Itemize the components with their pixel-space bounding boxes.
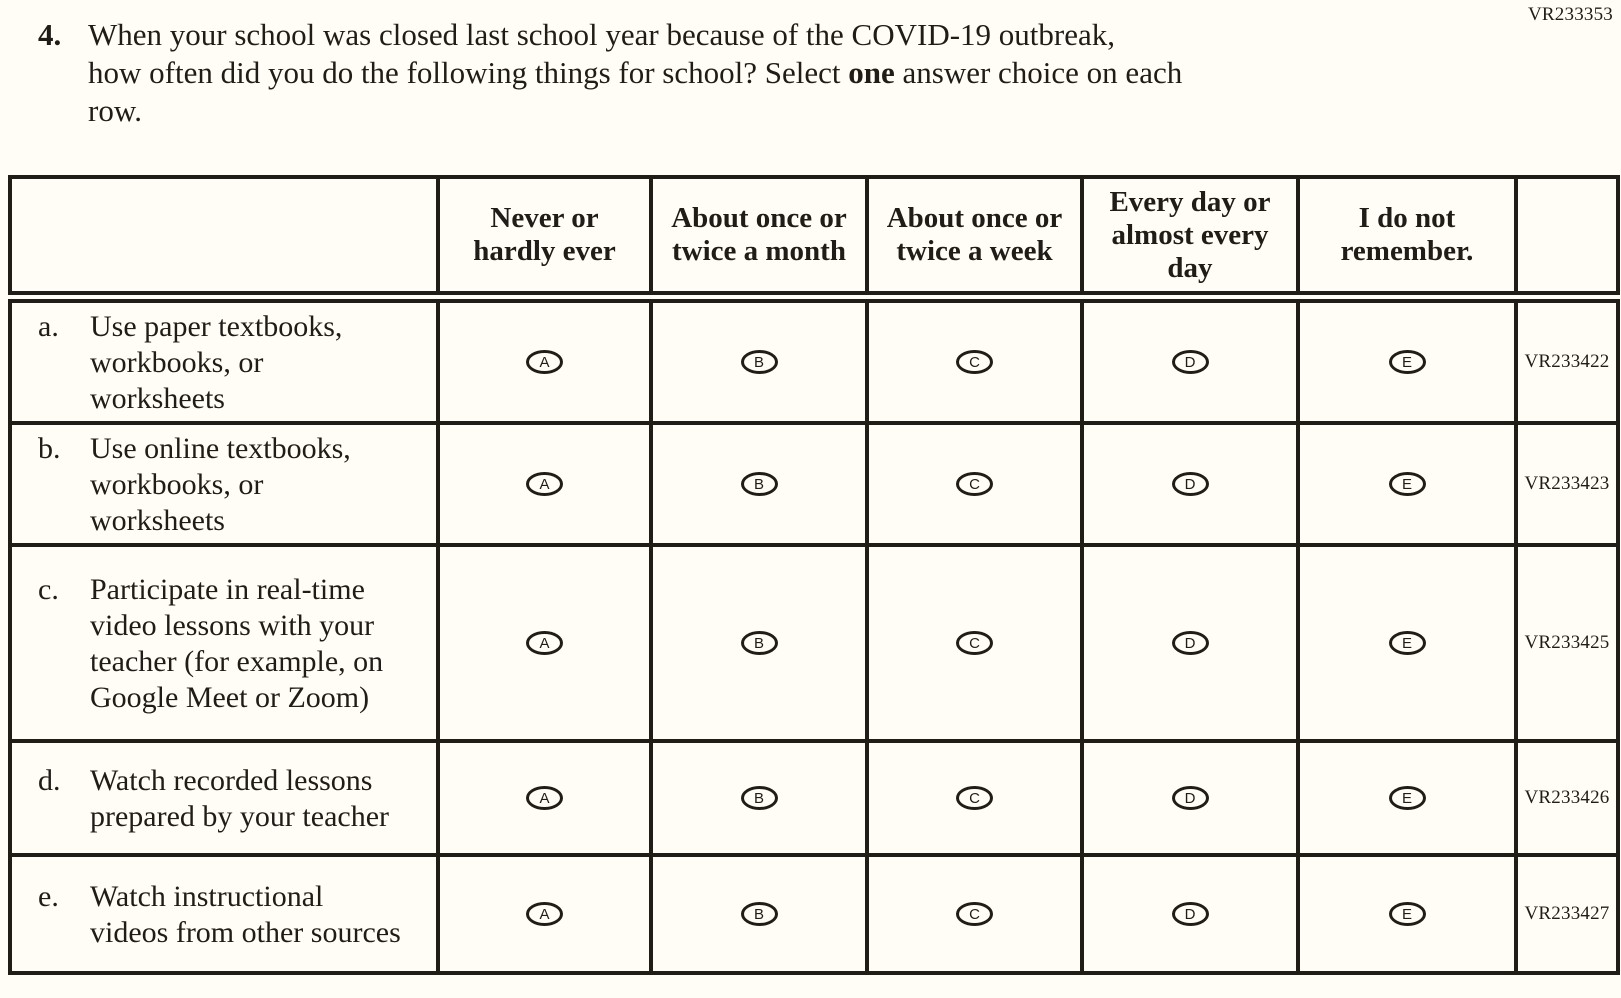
- header-row: Never or hardly ever About once or twice…: [8, 175, 1620, 303]
- choice-cell: D: [1080, 295, 1300, 425]
- row-letter: d.: [38, 764, 61, 797]
- bubble-a-B[interactable]: B: [740, 350, 778, 374]
- row-text: Watch recorded lessons prepared by your …: [90, 764, 390, 833]
- column-header-label: Every day or almost every day: [1109, 185, 1271, 284]
- table-row-e: e. Watch instructional videos from other…: [8, 853, 1620, 975]
- choice-cell: B: [649, 739, 869, 857]
- code-column-header: [1514, 175, 1620, 303]
- bubble-c-B[interactable]: B: [740, 631, 778, 655]
- table-row-c: c. Participate in real-time video lesson…: [8, 543, 1620, 743]
- column-header-label: About once or twice a week: [886, 202, 1063, 267]
- choice-cell: E: [1296, 543, 1518, 743]
- question-line1: When your school was closed last school …: [88, 17, 1115, 52]
- choice-cell: D: [1080, 739, 1300, 857]
- item-cell-a: a. Use paper textbooks, workbooks, or wo…: [8, 295, 440, 425]
- table-row-a: a. Use paper textbooks, workbooks, or wo…: [8, 295, 1620, 425]
- item-code: VR233427: [1514, 853, 1620, 975]
- bubble-b-B[interactable]: B: [740, 472, 778, 496]
- bubble-d-A[interactable]: A: [526, 786, 563, 810]
- bubble-c-E[interactable]: E: [1388, 631, 1426, 655]
- choice-cell: B: [649, 543, 869, 743]
- bubble-e-B[interactable]: B: [740, 902, 778, 926]
- row-text: Watch instructional videos from other so…: [90, 880, 401, 949]
- choice-cell: A: [436, 543, 653, 743]
- choice-cell: C: [865, 543, 1084, 743]
- item-column-header: [8, 175, 440, 303]
- choice-cell: B: [649, 853, 869, 975]
- table-row-b: b. Use online textbooks, workbooks, or w…: [8, 421, 1620, 547]
- bubble-e-D[interactable]: D: [1171, 902, 1209, 926]
- bubble-b-C[interactable]: C: [956, 472, 993, 496]
- bubble-a-C[interactable]: C: [956, 350, 993, 374]
- form-code: VR233353: [1528, 4, 1613, 25]
- bubble-e-C[interactable]: C: [956, 902, 993, 926]
- question-block: 4. When your school was closed last scho…: [38, 16, 1458, 130]
- column-header-label: Never or hardly ever: [473, 202, 616, 267]
- choice-cell: E: [1296, 739, 1518, 857]
- bubble-a-E[interactable]: E: [1388, 350, 1426, 374]
- item-cell-c: c. Participate in real-time video lesson…: [8, 543, 440, 743]
- item-code: VR233422: [1514, 295, 1620, 425]
- choice-cell: C: [865, 739, 1084, 857]
- bubble-d-B[interactable]: B: [740, 786, 778, 810]
- column-header-label: I do not remember.: [1340, 202, 1474, 267]
- question-number: 4.: [38, 17, 62, 52]
- bubble-d-E[interactable]: E: [1388, 786, 1426, 810]
- response-grid: Never or hardly ever About once or twice…: [8, 175, 1620, 975]
- choice-cell: B: [649, 421, 869, 547]
- choice-cell: E: [1296, 295, 1518, 425]
- item-code: VR233426: [1514, 739, 1620, 857]
- bubble-b-E[interactable]: E: [1388, 472, 1426, 496]
- choice-cell: A: [436, 421, 653, 547]
- bubble-e-A[interactable]: A: [526, 902, 563, 926]
- row-letter: e.: [38, 880, 59, 913]
- bubble-b-D[interactable]: D: [1171, 472, 1209, 496]
- choice-cell: A: [436, 853, 653, 975]
- choice-cell: A: [436, 739, 653, 857]
- choice-cell: C: [865, 421, 1084, 547]
- item-cell-d: d. Watch recorded lessons prepared by yo…: [8, 739, 440, 857]
- item-code: VR233425: [1514, 543, 1620, 743]
- column-header-month: About once or twice a month: [649, 175, 869, 303]
- choice-cell: C: [865, 295, 1084, 425]
- row-text: Participate in real-time video lessons w…: [90, 573, 384, 714]
- choice-cell: E: [1296, 853, 1518, 975]
- question-line2-post: answer choice on each: [894, 55, 1183, 90]
- column-header-everyday: Every day or almost every day: [1080, 175, 1300, 303]
- item-cell-e: e. Watch instructional videos from other…: [8, 853, 440, 975]
- bubble-b-A[interactable]: A: [526, 472, 563, 496]
- bubble-d-C[interactable]: C: [956, 786, 993, 810]
- column-header-no-remember: I do not remember.: [1296, 175, 1518, 303]
- question-text: When your school was closed last school …: [88, 16, 1182, 130]
- column-header-label: About once or twice a month: [671, 202, 847, 267]
- choice-cell: B: [649, 295, 869, 425]
- row-text: Use paper textbooks, workbooks, or works…: [90, 310, 343, 415]
- choice-cell: D: [1080, 853, 1300, 975]
- column-header-never: Never or hardly ever: [436, 175, 653, 303]
- question-line3: row.: [88, 93, 142, 128]
- bubble-c-C[interactable]: C: [956, 631, 993, 655]
- item-code: VR233423: [1514, 421, 1620, 547]
- column-header-week: About once or twice a week: [865, 175, 1084, 303]
- table-row-d: d. Watch recorded lessons prepared by yo…: [8, 739, 1620, 857]
- bubble-a-D[interactable]: D: [1171, 350, 1209, 374]
- choice-cell: A: [436, 295, 653, 425]
- row-letter: b.: [38, 432, 61, 465]
- question-line2-pre: how often did you do the following thing…: [88, 55, 849, 90]
- item-cell-b: b. Use online textbooks, workbooks, or w…: [8, 421, 440, 547]
- bubble-c-A[interactable]: A: [526, 631, 563, 655]
- choice-cell: D: [1080, 543, 1300, 743]
- choice-cell: C: [865, 853, 1084, 975]
- question-bold-word: one: [848, 55, 895, 90]
- choice-cell: D: [1080, 421, 1300, 547]
- row-letter: a.: [38, 310, 59, 343]
- bubble-e-E[interactable]: E: [1388, 902, 1426, 926]
- choice-cell: E: [1296, 421, 1518, 547]
- row-text: Use online textbooks, workbooks, or work…: [90, 432, 351, 537]
- bubble-a-A[interactable]: A: [526, 350, 563, 374]
- bubble-d-D[interactable]: D: [1171, 786, 1209, 810]
- row-letter: c.: [38, 573, 59, 606]
- bubble-c-D[interactable]: D: [1171, 631, 1209, 655]
